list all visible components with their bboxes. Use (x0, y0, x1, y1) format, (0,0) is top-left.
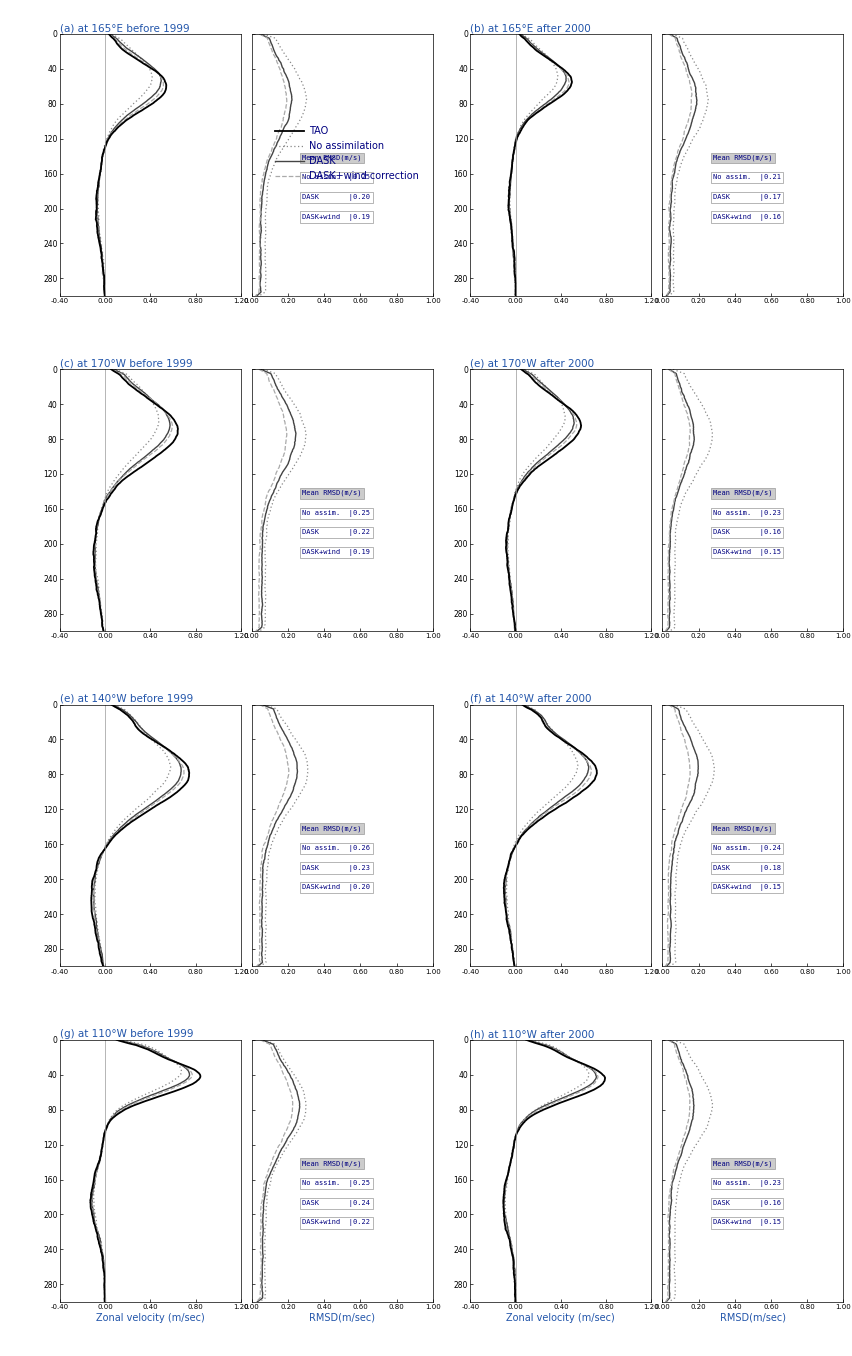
X-axis label: RMSD(m/sec): RMSD(m/sec) (720, 1313, 786, 1322)
X-axis label: Zonal velocity (m/sec): Zonal velocity (m/sec) (506, 1313, 615, 1322)
Text: No assim.  |0.24: No assim. |0.24 (713, 845, 781, 852)
Text: Mean RMSD(m/s): Mean RMSD(m/s) (302, 1161, 362, 1168)
Text: No assim.  |0.25: No assim. |0.25 (302, 510, 371, 517)
Text: DASK+wind  |0.19: DASK+wind |0.19 (302, 214, 371, 221)
Text: DASK+wind  |0.15: DASK+wind |0.15 (713, 549, 781, 556)
Text: (b) at 165°E after 2000: (b) at 165°E after 2000 (470, 23, 591, 33)
Text: DASK       |0.16: DASK |0.16 (713, 529, 781, 536)
Text: DASK       |0.24: DASK |0.24 (302, 1200, 371, 1207)
X-axis label: RMSD(m/sec): RMSD(m/sec) (309, 1313, 375, 1322)
Text: DASK+wind  |0.16: DASK+wind |0.16 (713, 214, 781, 221)
Text: Mean RMSD(m/s): Mean RMSD(m/s) (713, 826, 773, 831)
Text: Mean RMSD(m/s): Mean RMSD(m/s) (302, 826, 362, 831)
Text: Mean RMSD(m/s): Mean RMSD(m/s) (302, 490, 362, 496)
Text: No assim.  |0.25: No assim. |0.25 (302, 1180, 371, 1188)
Text: DASK+wind  |0.15: DASK+wind |0.15 (713, 884, 781, 891)
Legend: TAO, No assimilation, DASK, DASK+wind correction: TAO, No assimilation, DASK, DASK+wind co… (271, 122, 423, 184)
Text: Mean RMSD(m/s): Mean RMSD(m/s) (713, 490, 773, 496)
Text: DASK+wind  |0.19: DASK+wind |0.19 (302, 549, 371, 556)
Text: No assim.  |0.23: No assim. |0.23 (713, 1180, 781, 1188)
Text: (h) at 110°W after 2000: (h) at 110°W after 2000 (470, 1029, 595, 1039)
Text: Mean RMSD(m/s): Mean RMSD(m/s) (713, 1161, 773, 1168)
Text: (c) at 170°W before 1999: (c) at 170°W before 1999 (60, 358, 193, 369)
Text: DASK       |0.22: DASK |0.22 (302, 529, 371, 536)
Text: (g) at 110°W before 1999: (g) at 110°W before 1999 (60, 1029, 193, 1039)
Text: (e) at 170°W after 2000: (e) at 170°W after 2000 (470, 358, 595, 369)
Text: DASK       |0.23: DASK |0.23 (302, 865, 371, 872)
Text: No assim.  |0.25: No assim. |0.25 (302, 175, 371, 182)
Text: DASK       |0.16: DASK |0.16 (713, 1200, 781, 1207)
Text: Mean RMSD(m/s): Mean RMSD(m/s) (302, 155, 362, 161)
Text: DASK+wind  |0.15: DASK+wind |0.15 (713, 1219, 781, 1226)
Text: Mean RMSD(m/s): Mean RMSD(m/s) (713, 155, 773, 161)
Text: (a) at 165°E before 1999: (a) at 165°E before 1999 (60, 23, 189, 33)
Text: (e) at 140°W before 1999: (e) at 140°W before 1999 (60, 694, 193, 704)
Text: (f) at 140°W after 2000: (f) at 140°W after 2000 (470, 694, 592, 704)
Text: DASK       |0.20: DASK |0.20 (302, 194, 371, 201)
X-axis label: Zonal velocity (m/sec): Zonal velocity (m/sec) (96, 1313, 204, 1322)
Text: DASK+wind  |0.20: DASK+wind |0.20 (302, 884, 371, 891)
Text: No assim.  |0.26: No assim. |0.26 (302, 845, 371, 852)
Text: DASK       |0.18: DASK |0.18 (713, 865, 781, 872)
Text: No assim.  |0.23: No assim. |0.23 (713, 510, 781, 517)
Text: DASK       |0.17: DASK |0.17 (713, 194, 781, 201)
Text: DASK+wind  |0.22: DASK+wind |0.22 (302, 1219, 371, 1226)
Text: No assim.  |0.21: No assim. |0.21 (713, 175, 781, 182)
